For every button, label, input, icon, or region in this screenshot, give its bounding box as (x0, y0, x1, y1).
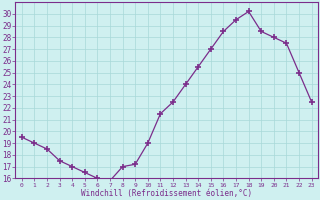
X-axis label: Windchill (Refroidissement éolien,°C): Windchill (Refroidissement éolien,°C) (81, 189, 252, 198)
